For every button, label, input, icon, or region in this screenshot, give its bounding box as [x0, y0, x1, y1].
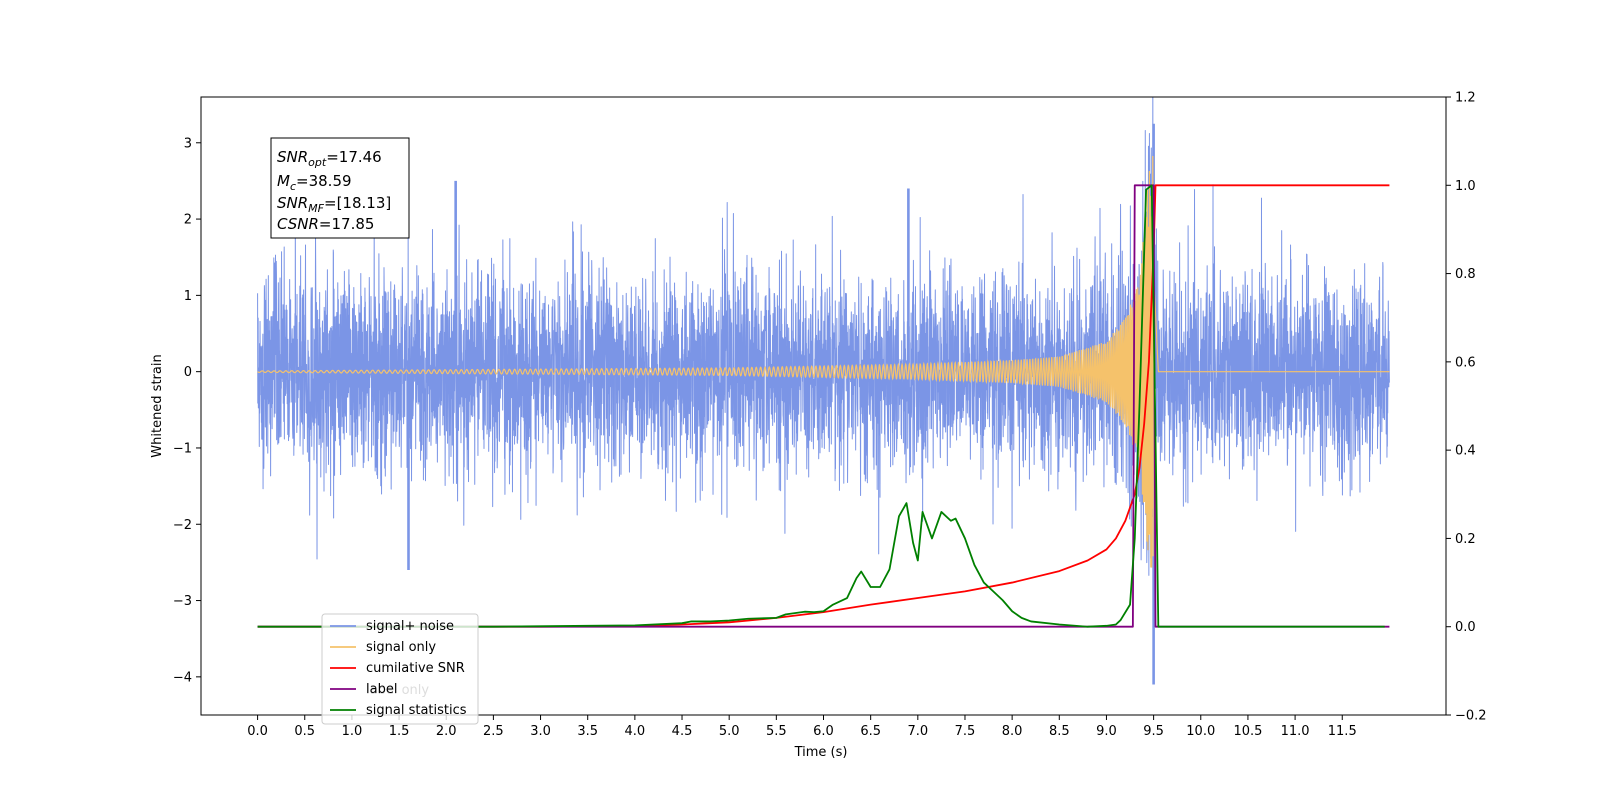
x-tick-label: 6.0: [813, 724, 834, 739]
y-right-tick-label: 0.2: [1455, 532, 1476, 547]
y-left-tick-label: −4: [173, 670, 192, 685]
y-left-tick-label: 1: [184, 289, 192, 304]
y-left-tick-label: −1: [173, 441, 192, 456]
legend-label: cumilative SNR: [366, 661, 465, 676]
x-tick-label: 10.0: [1186, 724, 1215, 739]
annotation-csnr: CSNR=17.85: [277, 215, 374, 233]
y-left-tick-label: −3: [173, 594, 192, 609]
y-left-tick-label: −2: [173, 518, 192, 533]
x-tick-label: 5.5: [766, 724, 787, 739]
x-tick-label: 9.0: [1096, 724, 1117, 739]
x-tick-label: 9.5: [1143, 724, 1164, 739]
y-left-tick-label: 2: [184, 213, 192, 228]
x-tick-label: 4.0: [625, 724, 646, 739]
y-left-tick-label: 3: [184, 136, 192, 151]
x-tick-label: 7.0: [907, 724, 928, 739]
y-axis-right: 1.2 1.0 0.8 0.6 0.4 0.2 0.0 −0.2: [1446, 91, 1487, 724]
x-tick-label: 7.5: [955, 724, 976, 739]
x-tick-label: 0.0: [247, 724, 268, 739]
x-tick-label: 3.0: [530, 724, 551, 739]
y-right-tick-label: 1.2: [1455, 91, 1476, 106]
legend-label: signal+ noise: [366, 619, 454, 634]
x-axis: 0.0 0.5 1.0 1.5 2.0 2.5 3.0 3.5 4.0 4.5 5.0 5.5 6.0 6…: [247, 715, 1357, 739]
y-right-tick-label: 0.8: [1455, 267, 1476, 282]
x-tick-label: 11.0: [1281, 724, 1310, 739]
x-tick-label: 0.5: [294, 724, 315, 739]
annotation-snr-mf: SNRMF=[18.13]: [277, 194, 391, 215]
legend-frame: [321, 613, 479, 725]
y-left-tick-label: 0: [184, 365, 192, 380]
x-tick-label: 11.5: [1328, 724, 1357, 739]
legend-label: signal statistics: [366, 703, 467, 718]
legend-hidden-label: label only: [366, 683, 429, 698]
x-tick-label: 2.5: [483, 724, 504, 739]
x-tick-label: 8.0: [1002, 724, 1023, 739]
legend-label: signal only: [366, 640, 436, 655]
legend: label only signal+ noise signal only cumil…: [321, 613, 479, 725]
annotation-box: SNRopt=17.46 Mc=38.59 SNRMF=[18.13] CSNR…: [270, 137, 410, 239]
y-right-tick-label: 0.6: [1455, 355, 1476, 370]
x-tick-label: 8.5: [1049, 724, 1070, 739]
y-right-tick-label: 0.4: [1455, 444, 1476, 459]
series-layer: [257, 97, 1390, 685]
y-axis-left: 3 2 1 0 −1 −2 −3 −4: [173, 136, 201, 685]
x-tick-label: 1.0: [342, 724, 363, 739]
series-signal-only-line: [257, 155, 1390, 568]
y-axis-label: Whitened strain: [150, 354, 165, 457]
x-tick-label: 4.5: [672, 724, 693, 739]
x-tick-label: 2.0: [436, 724, 457, 739]
series-cumilative-snr-line: [257, 184, 1390, 628]
y-right-tick-label: 0.0: [1455, 620, 1476, 635]
x-tick-label: 10.5: [1233, 724, 1262, 739]
y-right-tick-label: 1.0: [1455, 179, 1476, 194]
x-tick-label: 5.0: [719, 724, 740, 739]
x-tick-label: 6.5: [860, 724, 881, 739]
series-signal-noise-line: [257, 97, 1390, 576]
annotation-mc: Mc=38.59: [277, 172, 352, 193]
x-tick-label: 3.5: [577, 724, 598, 739]
x-axis-label: Time (s): [794, 745, 848, 760]
annotation-snr-opt: SNRopt=17.46: [277, 148, 382, 169]
legend-label: label: [366, 682, 397, 697]
x-tick-label: 1.5: [389, 724, 410, 739]
y-right-tick-label: −0.2: [1455, 709, 1487, 724]
series-signal-statistics-line: [257, 184, 1385, 628]
